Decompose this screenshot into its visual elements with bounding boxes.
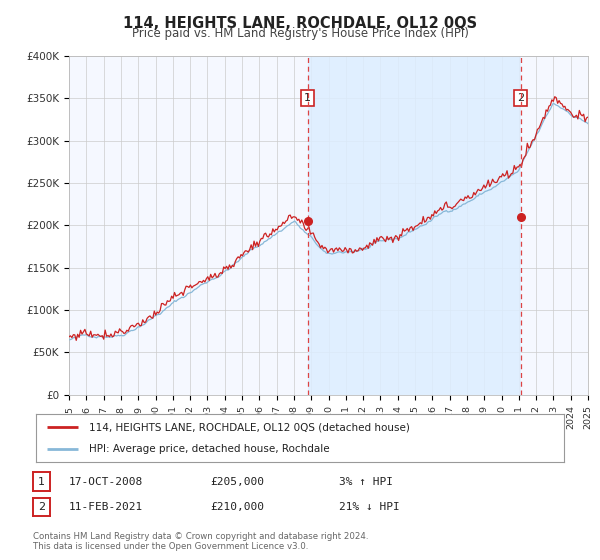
Text: 114, HEIGHTS LANE, ROCHDALE, OL12 0QS: 114, HEIGHTS LANE, ROCHDALE, OL12 0QS bbox=[123, 16, 477, 31]
Text: Price paid vs. HM Land Registry's House Price Index (HPI): Price paid vs. HM Land Registry's House … bbox=[131, 27, 469, 40]
Bar bbox=[308, 56, 521, 395]
Text: 3% ↑ HPI: 3% ↑ HPI bbox=[339, 477, 393, 487]
Text: 2: 2 bbox=[38, 502, 45, 512]
Text: 2: 2 bbox=[517, 94, 524, 104]
Text: 17-OCT-2008: 17-OCT-2008 bbox=[69, 477, 143, 487]
Text: 21% ↓ HPI: 21% ↓ HPI bbox=[339, 502, 400, 512]
Text: 11-FEB-2021: 11-FEB-2021 bbox=[69, 502, 143, 512]
Text: 1: 1 bbox=[38, 477, 45, 487]
Text: 114, HEIGHTS LANE, ROCHDALE, OL12 0QS (detached house): 114, HEIGHTS LANE, ROCHDALE, OL12 0QS (d… bbox=[89, 422, 410, 432]
Text: Contains HM Land Registry data © Crown copyright and database right 2024.
This d: Contains HM Land Registry data © Crown c… bbox=[33, 532, 368, 552]
Text: £210,000: £210,000 bbox=[210, 502, 264, 512]
Text: HPI: Average price, detached house, Rochdale: HPI: Average price, detached house, Roch… bbox=[89, 444, 329, 454]
Text: £205,000: £205,000 bbox=[210, 477, 264, 487]
Text: 1: 1 bbox=[304, 94, 311, 104]
